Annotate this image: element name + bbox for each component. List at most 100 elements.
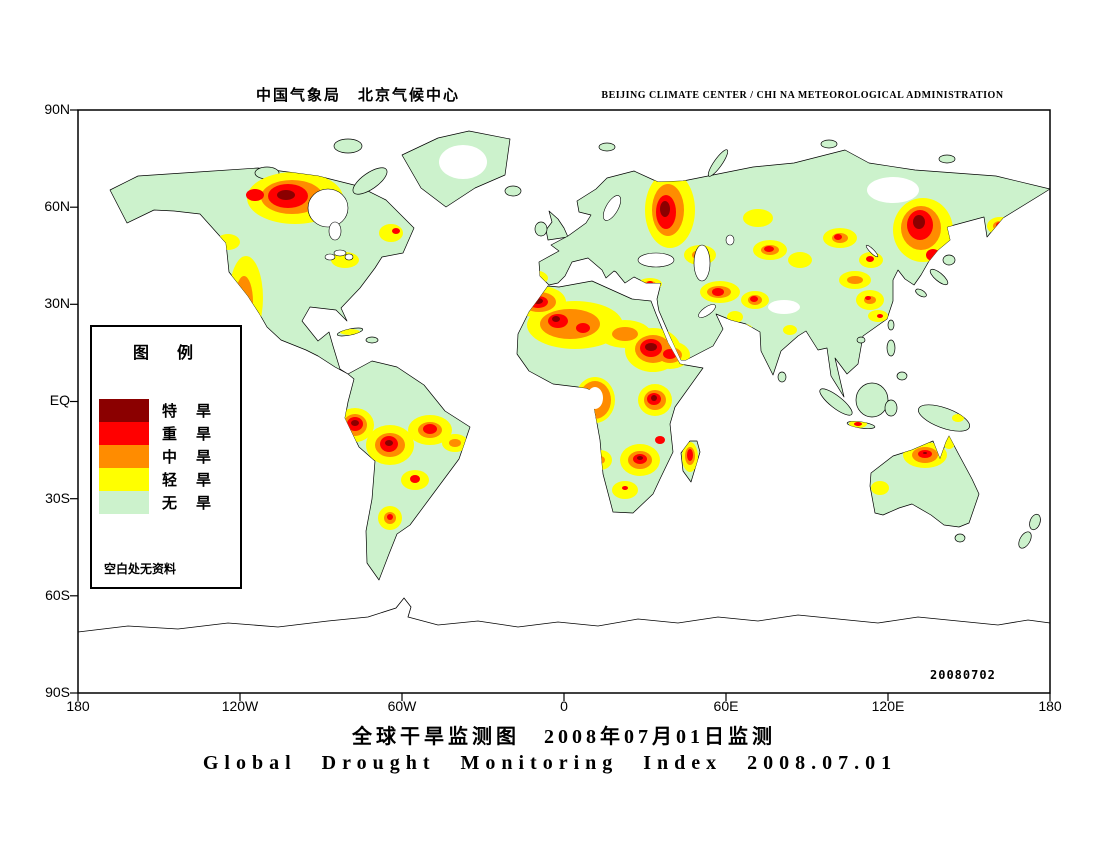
title-chinese: 全球干旱监测图 2008年07月01日监测	[352, 726, 776, 748]
drought-blob-d	[552, 316, 560, 322]
map-frame	[77, 109, 1051, 694]
drought-blob-y	[242, 316, 266, 348]
landmass-antarctica	[77, 597, 1051, 694]
island-baffin	[352, 167, 388, 195]
congo-nodata	[587, 387, 603, 409]
island-new-siberian	[938, 154, 956, 164]
great-lake-west	[324, 253, 336, 261]
island-sri-lanka	[777, 371, 787, 383]
swatch-extreme-drought	[99, 399, 149, 422]
drought-blob-y	[518, 270, 548, 286]
drought-blob-r	[655, 436, 665, 444]
drought-blob-d	[660, 201, 670, 217]
drought-blob-o	[525, 274, 541, 282]
drought-blob-r	[866, 256, 874, 262]
drought-blob-r	[687, 449, 693, 461]
drought-blob-y	[743, 209, 773, 227]
drought-blob-o	[595, 456, 605, 464]
legend-box: 图 例 特 旱 重 旱 中 旱 轻 旱 无 旱 空白处无资料	[90, 325, 242, 589]
drought-blob-d	[651, 395, 657, 401]
drought-blob-r	[712, 288, 724, 296]
drought-blob-y	[84, 209, 106, 223]
tibet-nodata	[768, 300, 800, 314]
drought-blob-r	[530, 275, 536, 279]
drought-blob-o	[993, 221, 1007, 231]
swatch-no-drought	[99, 491, 149, 514]
drought-blob-r	[237, 293, 247, 319]
persian-gulf	[698, 304, 716, 318]
island-sumatra	[819, 388, 853, 416]
header-english: BEIJING CLIMATE CENTER / CHI NA METEOROL…	[601, 90, 1004, 101]
island-mindanao	[896, 371, 908, 381]
drought-blob-r	[865, 296, 871, 300]
drought-blob-y	[952, 414, 964, 422]
lat-label-60n: 60N	[44, 198, 70, 214]
great-lake-east	[344, 253, 354, 261]
lat-label-30s: 30S	[45, 490, 70, 506]
island-hokkaido	[942, 254, 956, 266]
baltic-sea	[602, 195, 622, 221]
drought-blob-d	[913, 215, 925, 229]
hudson-bay	[307, 188, 349, 228]
aral-sea	[725, 234, 735, 246]
island-nz-south	[1018, 531, 1032, 549]
island-ellesmere	[333, 138, 363, 154]
drought-blob-r	[750, 296, 758, 302]
legend-title: 图 例	[132, 345, 199, 362]
legend-rows: 特 旱 重 旱 中 旱 轻 旱 无 旱	[99, 399, 213, 514]
island-tasmania	[954, 533, 966, 543]
siberia-nodata	[867, 177, 919, 203]
no-data-areas	[439, 145, 919, 409]
drought-blob-r	[576, 323, 590, 333]
drought-blob-r	[926, 249, 940, 261]
island-hispaniola	[365, 336, 379, 344]
drought-blob-r	[745, 329, 751, 333]
legend-label-moderate: 中 旱	[162, 450, 214, 466]
lat-label-90s: 90S	[45, 684, 70, 700]
axis-ticks	[70, 109, 1051, 701]
drought-blob-r	[877, 314, 883, 318]
drought-blob-r	[246, 189, 264, 201]
legend-row-moderate: 中 旱	[99, 445, 213, 468]
drought-blob-y	[317, 389, 343, 407]
world-map-svg	[70, 109, 1051, 701]
date-stamp: 20080702	[930, 668, 996, 682]
drought-blob-y	[943, 435, 955, 449]
lon-label-0: 0	[560, 698, 568, 714]
legend-row-none: 无 旱	[99, 491, 213, 514]
island-hainan	[856, 336, 866, 344]
island-novaya-zemlya	[707, 149, 729, 177]
drought-blob-y	[1007, 234, 1023, 246]
drought-blob-d	[239, 303, 243, 313]
drought-blob-r	[663, 349, 677, 359]
drought-blob-y	[340, 329, 360, 335]
drought-blob-y	[727, 311, 743, 323]
drought-blob-d	[351, 420, 359, 426]
drought-blob-o	[612, 327, 638, 341]
lon-label-180w: 180	[66, 698, 90, 714]
legend-label-light: 轻 旱	[162, 473, 214, 489]
swatch-severe-drought	[99, 422, 149, 445]
drought-blob-r	[1011, 236, 1019, 242]
drought-blob-o	[449, 439, 461, 447]
drought-blob-y	[216, 234, 240, 250]
lon-label-60w: 60W	[387, 698, 417, 714]
black-sea	[637, 252, 675, 268]
drought-blob-y	[152, 220, 178, 236]
drought-blob-d	[923, 452, 927, 454]
lat-label-eq: EQ	[49, 392, 70, 408]
drought-blob-y	[788, 252, 812, 268]
island-severnaya-zemlya	[820, 139, 838, 149]
swatch-moderate-drought	[99, 445, 149, 468]
greenland-icecap-nodata	[439, 145, 487, 179]
drought-blob-y	[638, 278, 662, 290]
drought-blob-r	[387, 514, 393, 520]
lat-label-30n: 30N	[44, 295, 70, 311]
island-iceland	[504, 185, 522, 197]
drought-blob-y	[871, 481, 889, 495]
drought-blob-r	[90, 213, 100, 219]
drought-blob-d	[277, 190, 295, 200]
drought-blob-y	[603, 155, 617, 165]
drought-blob-o	[847, 276, 863, 284]
lon-label-180e: 180	[1038, 698, 1062, 714]
